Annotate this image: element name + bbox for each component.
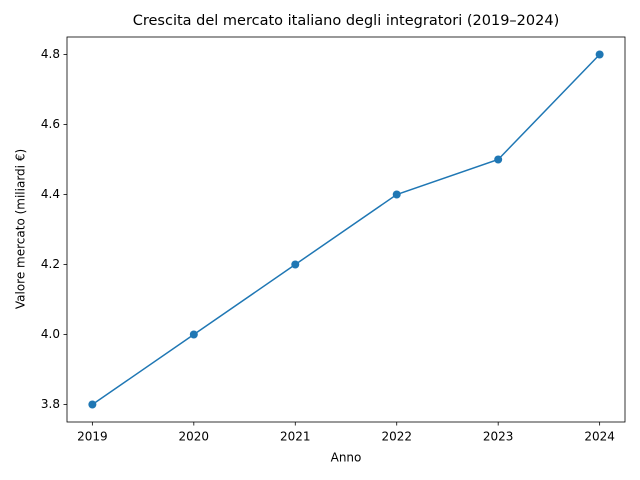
y-tick-label: 4.6 xyxy=(41,117,60,131)
y-tick-label: 4.0 xyxy=(41,327,60,341)
y-axis-label: Valore mercato (miliardi €) xyxy=(14,149,28,309)
marker xyxy=(291,260,300,269)
x-tick-label: 2023 xyxy=(483,430,514,444)
line xyxy=(91,53,601,406)
y-tick-label: 4.4 xyxy=(41,187,60,201)
x-tick-label: 2019 xyxy=(77,430,108,444)
chart-title: Crescita del mercato italiano degli inte… xyxy=(133,13,560,29)
marker xyxy=(595,50,604,59)
x-tick-label: 2021 xyxy=(280,430,311,444)
x-axis-label: Anno xyxy=(331,451,362,465)
marker xyxy=(392,190,401,199)
plot-frame xyxy=(66,36,626,423)
x-tick-label: 2020 xyxy=(179,430,210,444)
y-tick-label: 4.8 xyxy=(41,47,60,61)
marker xyxy=(88,400,97,409)
y-tick-label: 3.8 xyxy=(41,397,60,411)
marker xyxy=(189,330,198,339)
y-tick-label: 4.2 xyxy=(41,257,60,271)
marker xyxy=(494,155,503,164)
x-tick-label: 2024 xyxy=(584,430,615,444)
x-tick-label: 2022 xyxy=(381,430,412,444)
